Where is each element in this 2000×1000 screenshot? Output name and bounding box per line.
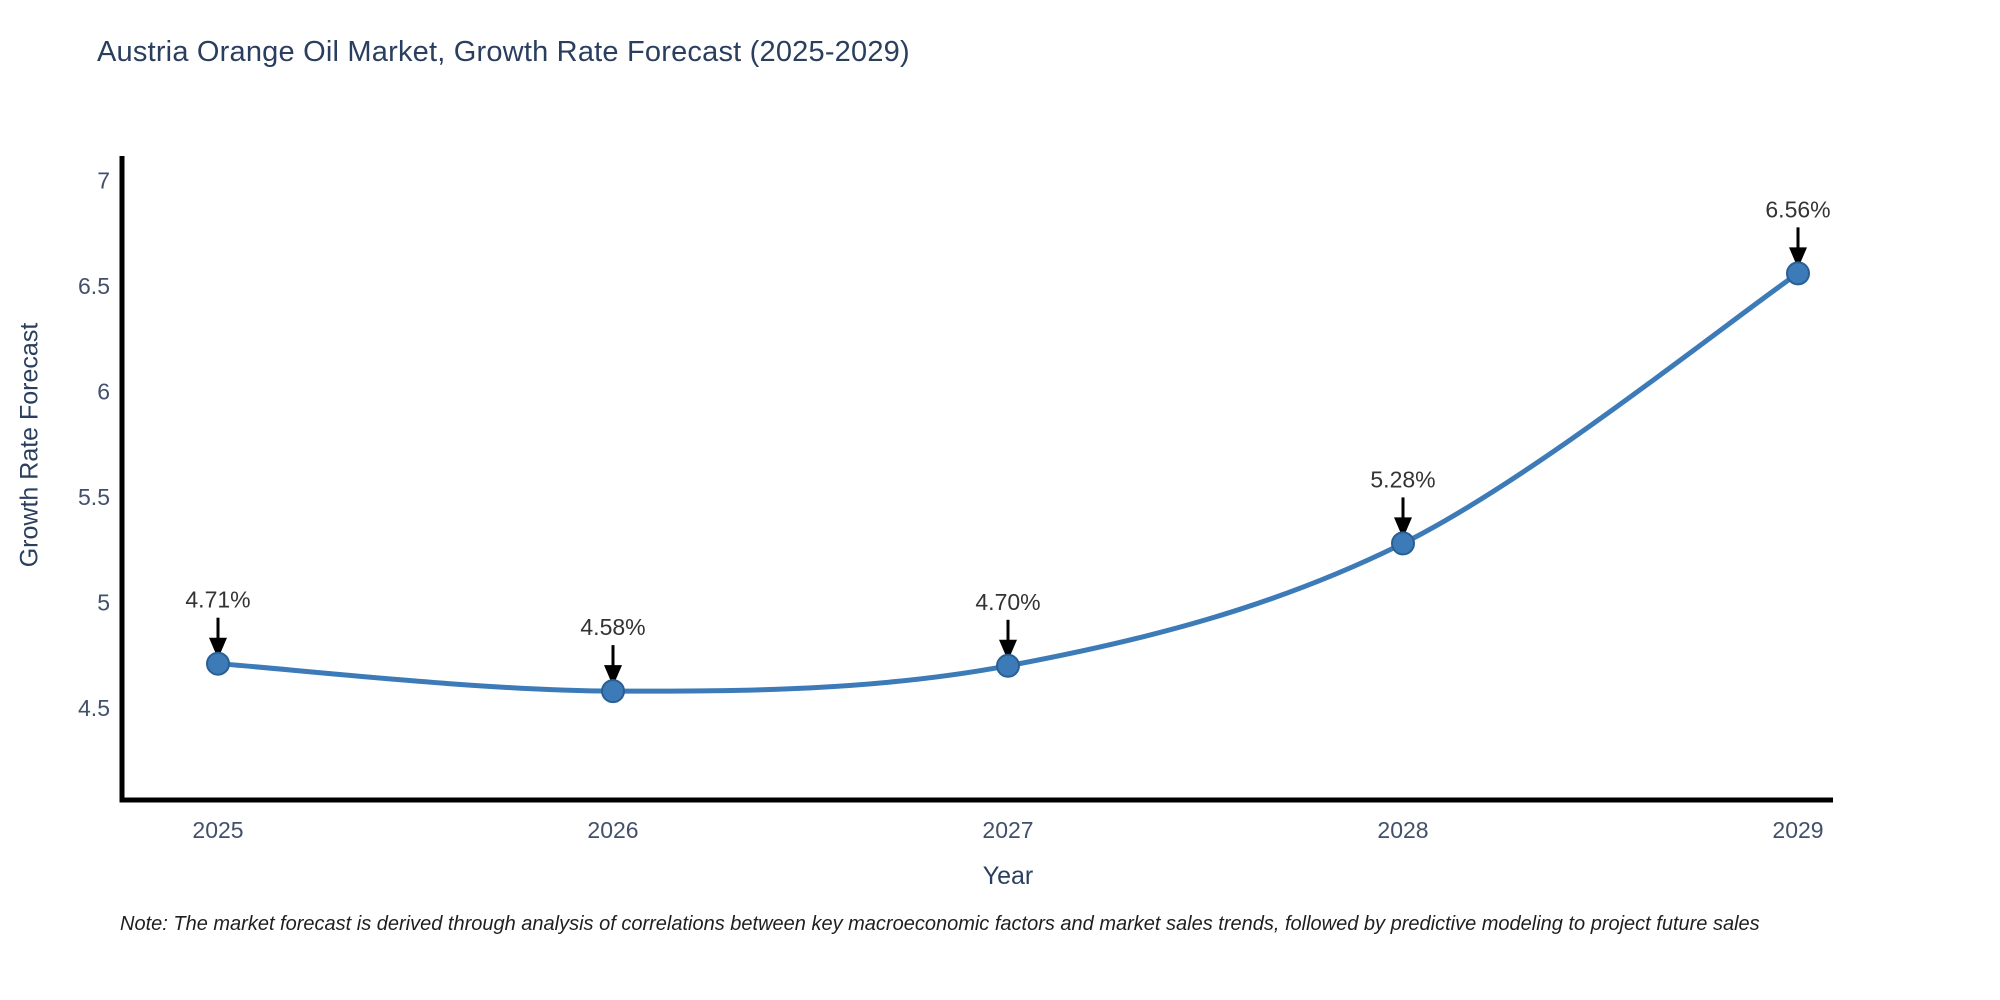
annotation-arrow-head <box>209 637 227 659</box>
x-tick-label: 2025 <box>192 817 243 843</box>
annotation-label: 5.28% <box>1370 466 1435 492</box>
annotation-arrow-head <box>1394 517 1412 539</box>
annotation-label: 4.58% <box>580 614 645 640</box>
y-axis-title: Growth Rate Forecast <box>15 322 44 568</box>
annotation-label: 6.56% <box>1765 196 1830 222</box>
data-point-marker[interactable] <box>206 651 230 676</box>
annotation-arrow-head <box>999 639 1017 661</box>
y-tick-label: 5.5 <box>78 484 110 510</box>
chart-title: Austria Orange Oil Market, Growth Rate F… <box>97 36 910 68</box>
y-tick-label: 5 <box>97 590 110 616</box>
annotation-arrow-head <box>604 665 622 687</box>
annotation-arrow-head <box>1789 247 1807 269</box>
x-tick-label: 2028 <box>1377 817 1428 843</box>
x-tick-label: 2027 <box>982 817 1033 843</box>
x-axis-title: Year <box>982 862 1034 890</box>
x-tick-label: 2029 <box>1772 817 1823 843</box>
data-point-marker[interactable] <box>1391 531 1415 556</box>
y-tick-label: 6.5 <box>78 273 110 299</box>
x-tick-label: 2026 <box>587 817 638 843</box>
annotation-label: 4.71% <box>185 587 250 613</box>
data-point-marker[interactable] <box>996 653 1020 678</box>
footnote-text: Note: The market forecast is derived thr… <box>120 913 1760 935</box>
y-tick-label: 7 <box>97 168 110 194</box>
y-tick-label: 4.5 <box>78 695 110 721</box>
data-point-marker[interactable] <box>601 679 625 704</box>
data-point-marker[interactable] <box>1786 261 1810 286</box>
y-tick-label: 6 <box>97 379 110 405</box>
annotation-label: 4.70% <box>975 589 1040 615</box>
